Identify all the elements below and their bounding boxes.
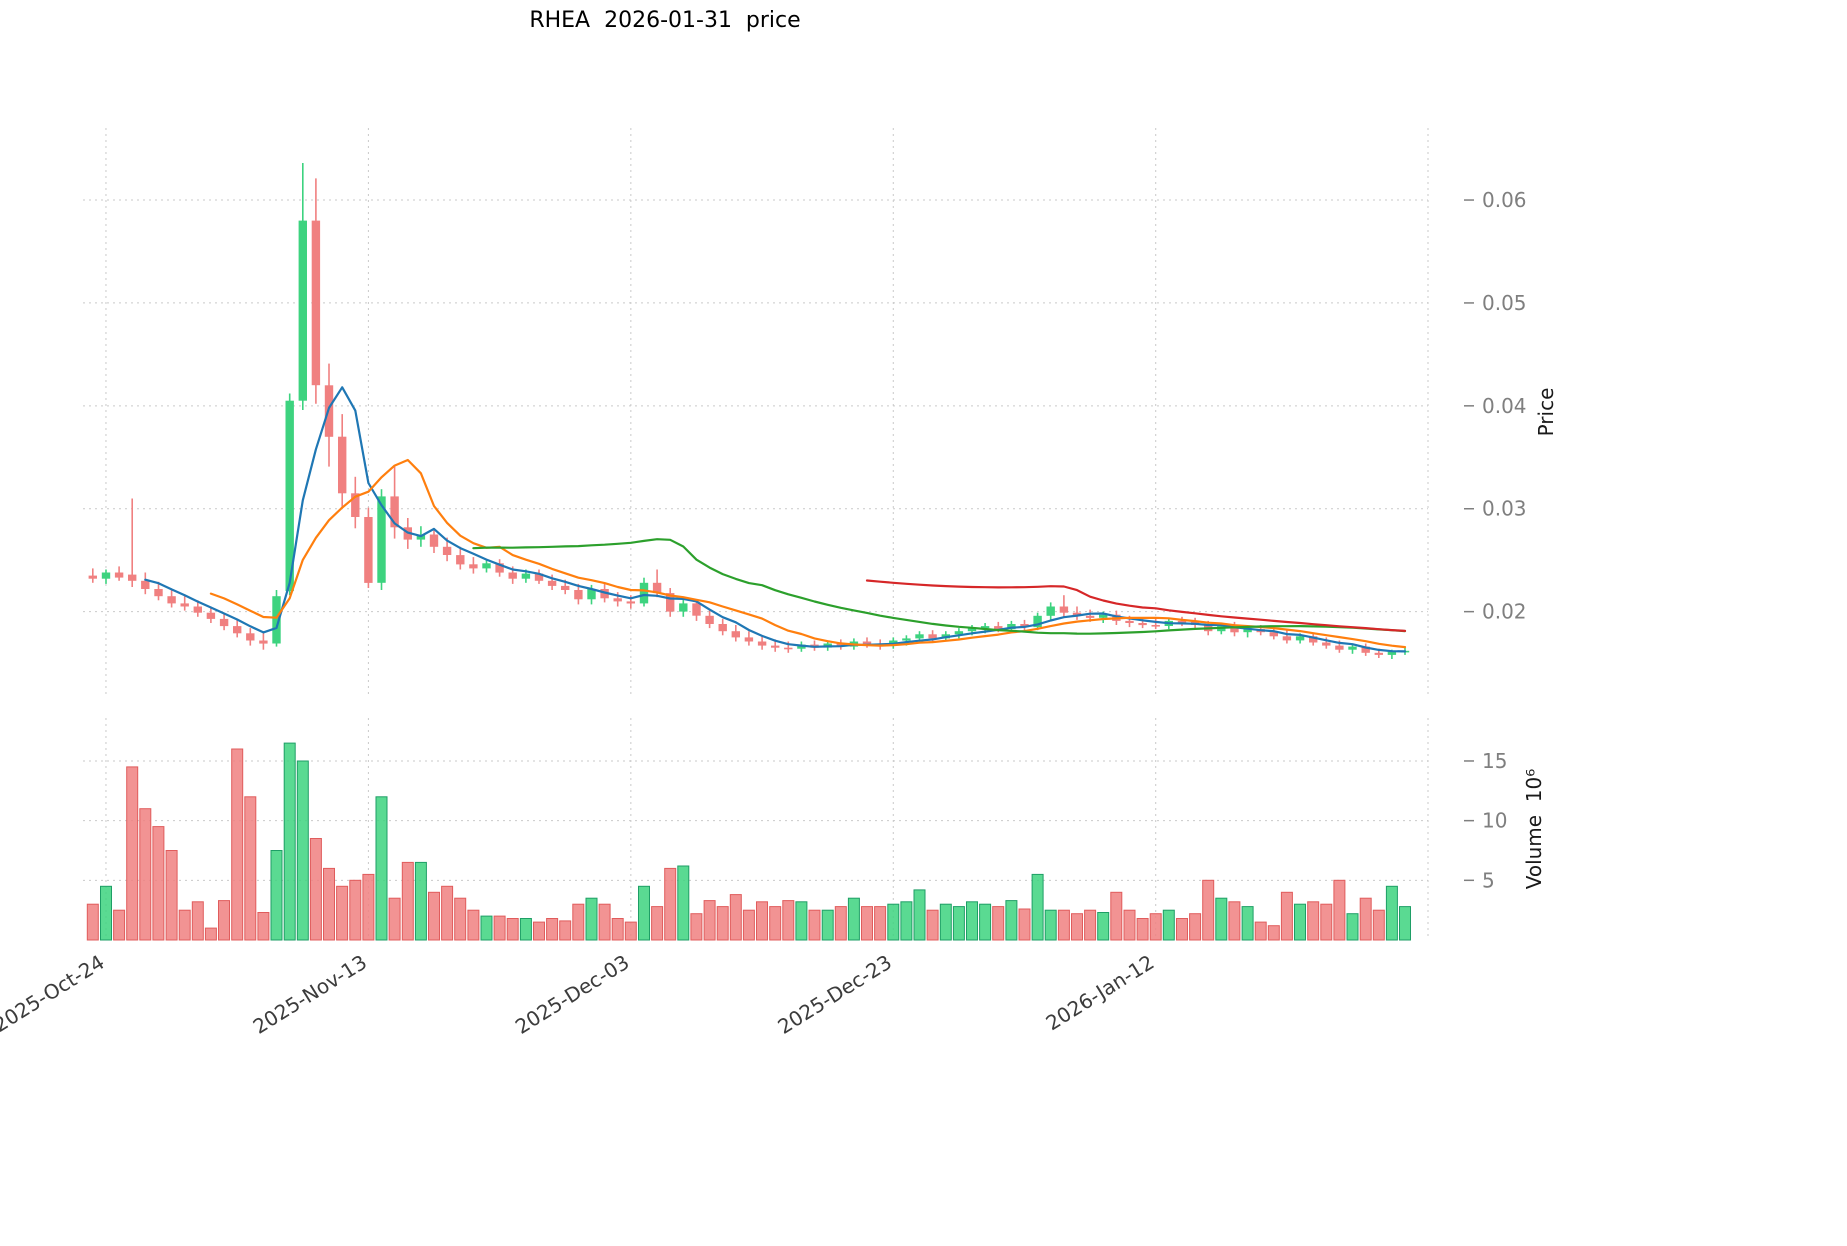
svg-text:0.06: 0.06 bbox=[1482, 188, 1527, 212]
svg-text:15: 15 bbox=[1482, 749, 1507, 773]
volume-bars bbox=[86, 742, 1411, 941]
svg-text:10: 10 bbox=[1482, 809, 1507, 833]
candlesticks bbox=[88, 163, 1410, 659]
chart-title: RHEA 2026-01-31 price bbox=[529, 8, 801, 33]
gridlines bbox=[83, 128, 1429, 940]
svg-text:2025-Nov-13: 2025-Nov-13 bbox=[249, 950, 371, 1039]
volume-axis-label: Volume 10⁶ bbox=[1522, 768, 1546, 890]
svg-text:0.05: 0.05 bbox=[1482, 291, 1527, 315]
ma-30-line bbox=[472, 538, 1407, 635]
svg-text:2025-Oct-24: 2025-Oct-24 bbox=[0, 950, 109, 1037]
svg-text:0.04: 0.04 bbox=[1482, 394, 1527, 418]
svg-text:5: 5 bbox=[1482, 868, 1495, 892]
svg-text:0.02: 0.02 bbox=[1482, 600, 1527, 624]
ma-5-line bbox=[144, 386, 1407, 653]
ma-60-line bbox=[865, 579, 1407, 632]
svg-text:2025-Dec-03: 2025-Dec-03 bbox=[511, 950, 634, 1039]
price-axis-label: Price bbox=[1534, 387, 1558, 437]
svg-text:2026-Jan-12: 2026-Jan-12 bbox=[1042, 950, 1159, 1035]
svg-text:2025-Dec-23: 2025-Dec-23 bbox=[773, 950, 896, 1039]
ma-10-line bbox=[209, 458, 1407, 649]
svg-text:0.03: 0.03 bbox=[1482, 497, 1527, 521]
